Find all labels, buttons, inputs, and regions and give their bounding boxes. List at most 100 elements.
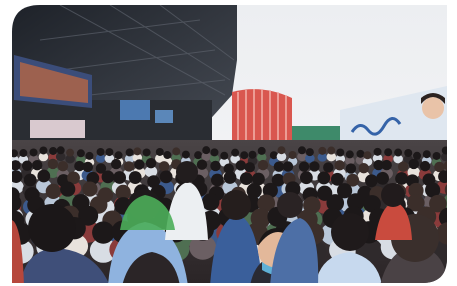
crowd-head (115, 151, 123, 159)
crowd-head (420, 161, 430, 171)
crowd-head (30, 148, 38, 156)
crowd-head (381, 160, 391, 170)
crowd-head (182, 151, 190, 159)
crowd-head (57, 146, 65, 154)
crowd-head (374, 148, 382, 156)
crowd-head (133, 147, 141, 155)
crowd-head (82, 181, 97, 196)
page: (() => { const svg = document.getElement… (0, 0, 457, 286)
crowd-head (129, 171, 142, 184)
crowd-head (39, 146, 47, 154)
crowd-head (289, 151, 297, 159)
crowd-head (318, 147, 326, 155)
billboard-face (422, 97, 444, 119)
crowd-head (58, 161, 68, 171)
screen-small (120, 100, 150, 120)
crowd-head (160, 170, 173, 183)
person-head (277, 192, 303, 218)
crowd-head (48, 159, 58, 169)
crowd-head (83, 162, 93, 172)
crowd-head (245, 162, 255, 172)
crowd-head (404, 149, 412, 157)
crowd-head (394, 149, 402, 157)
crowd-head (111, 159, 121, 169)
crowd-head (220, 152, 228, 160)
crowd-head (156, 148, 164, 156)
crowd-head (10, 149, 18, 157)
crowd-head (66, 149, 74, 157)
crowd-head (211, 174, 224, 187)
crowd-head (92, 221, 114, 243)
crowd-head (444, 161, 454, 171)
crowd-head (97, 148, 105, 156)
crowd-head (283, 161, 293, 171)
photo (0, 0, 457, 286)
crowd-head (327, 147, 335, 155)
crowd-head (172, 147, 180, 155)
person-head (381, 183, 405, 207)
crowd-head (105, 148, 113, 156)
crowd-head (146, 158, 156, 168)
crowd-head (277, 146, 285, 154)
crowd-head (346, 163, 356, 173)
crowd-head (249, 151, 257, 159)
crowd-head (143, 148, 151, 156)
crowd-head (126, 148, 134, 156)
person-head (176, 161, 198, 183)
banner (30, 120, 85, 138)
image-content (0, 0, 457, 286)
crowd-head (4, 194, 22, 212)
crowd-head (210, 161, 220, 171)
crowd-head (298, 146, 306, 154)
crowd-head (202, 193, 220, 211)
crowd-head (10, 160, 20, 170)
crowd-head (398, 161, 408, 171)
person-head (331, 213, 369, 251)
crowd-head (77, 149, 85, 157)
crowd-head (240, 172, 253, 185)
crowd-head (317, 172, 330, 185)
crowd-head (274, 162, 284, 172)
screen-small (155, 110, 173, 123)
crowd-head (323, 162, 333, 172)
crowd-head (442, 146, 450, 154)
crowd-head (194, 151, 202, 159)
crowd-head (113, 171, 126, 184)
crowd-head (19, 149, 27, 157)
crowd-head (32, 160, 42, 170)
crowd-head (438, 170, 451, 183)
crowd-head (395, 172, 408, 185)
crowd-head (258, 147, 266, 155)
crowd-head (49, 147, 57, 155)
crowd-head (60, 181, 75, 196)
crowd-head (359, 163, 369, 173)
person-head (28, 204, 76, 252)
crowd-head (409, 159, 419, 169)
crowd-head (46, 184, 61, 199)
crowd-head (10, 170, 23, 183)
distant-hall (292, 126, 340, 142)
crowd-head (306, 148, 314, 156)
crowd-head (134, 159, 144, 169)
crowd-head (159, 161, 169, 171)
person-head (221, 190, 251, 220)
crowd-head (224, 171, 237, 184)
crowd-head (334, 160, 344, 170)
crowd-head (197, 159, 207, 169)
crowd-head (37, 170, 50, 183)
crowd-head (336, 148, 344, 156)
crowd-head (85, 152, 93, 160)
crowd-head (102, 170, 115, 183)
crowd-head (258, 160, 268, 170)
crowd-head (236, 160, 246, 170)
crowd-head (231, 149, 239, 157)
crowd-head (423, 150, 431, 158)
crowd-head (376, 172, 389, 185)
crowd-head (346, 150, 354, 158)
crowd-head (24, 174, 37, 187)
crowd-head (356, 150, 364, 158)
crowd-head (433, 152, 441, 160)
crowd-head (384, 148, 392, 156)
crowd-head (163, 151, 171, 159)
crowd-head (22, 160, 32, 170)
